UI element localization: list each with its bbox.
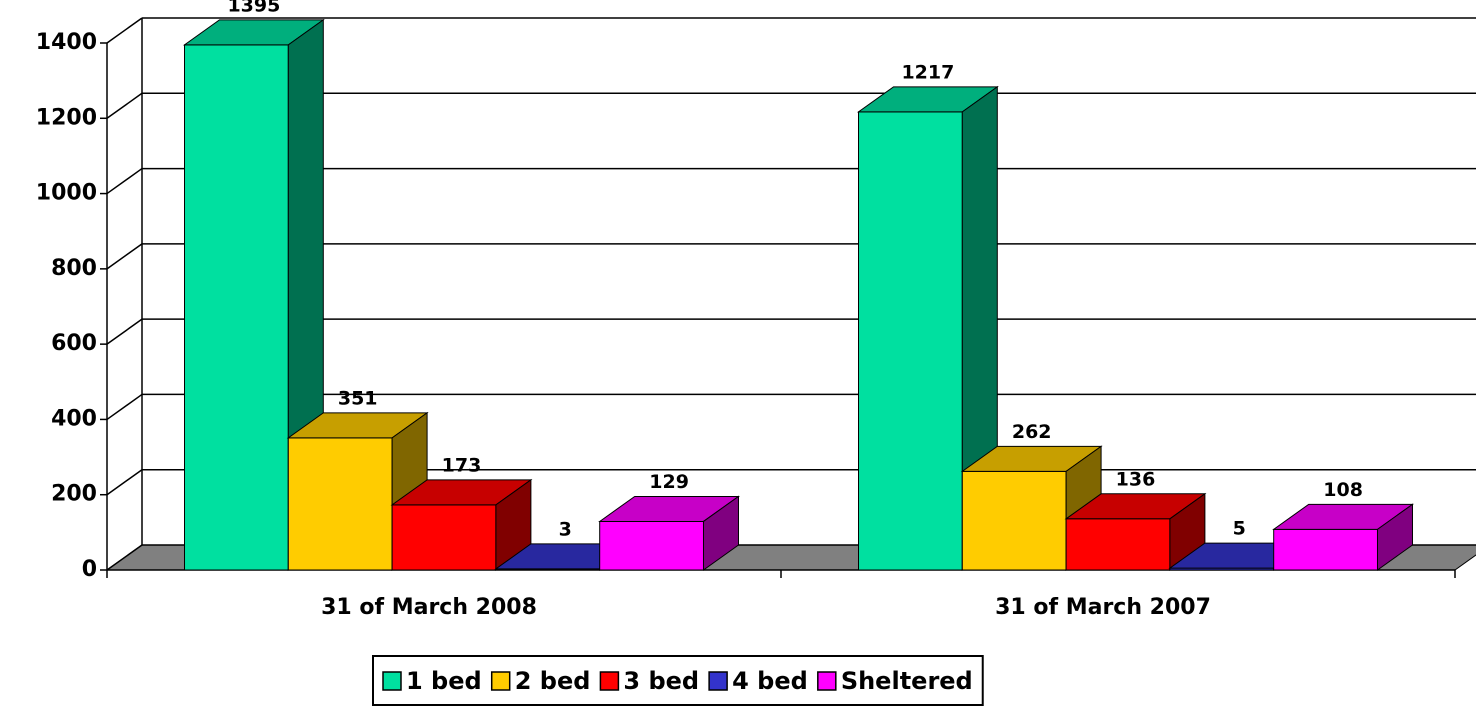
grid-line-side (106, 243, 143, 270)
legend-swatch (708, 671, 728, 691)
data-label: 1217 (901, 61, 954, 83)
legend-swatch (382, 671, 402, 691)
legend-label: 4 bed (732, 667, 808, 695)
legend-label: Sheltered (841, 667, 973, 695)
legend-label: 2 bed (515, 667, 591, 695)
legend-label: 1 bed (406, 667, 482, 695)
legend-swatch (817, 671, 837, 691)
y-tick-label: 0 (82, 557, 97, 582)
legend-swatch (490, 671, 511, 691)
grid-line-side (106, 167, 143, 195)
data-label: 129 (649, 471, 689, 493)
grid-line-side (106, 469, 143, 496)
bar (856, 85, 999, 571)
bar-front (858, 111, 963, 571)
bar (1064, 492, 1207, 571)
x-tick-label: 31 of March 2008 (321, 595, 537, 620)
legend-box (372, 655, 984, 706)
data-label: 108 (1323, 479, 1363, 501)
bar-front (599, 520, 704, 571)
bar-side (1376, 503, 1413, 571)
y-tick-label: 1400 (36, 30, 97, 55)
data-label: 136 (1116, 468, 1156, 490)
data-label: 351 (338, 387, 378, 409)
bar-front (1273, 528, 1378, 571)
grid-line-side (106, 318, 143, 345)
bar (1272, 503, 1415, 571)
y-tick-label: 600 (51, 331, 97, 356)
grid-line-side (106, 17, 143, 44)
bar-front (1065, 518, 1171, 571)
y-tick-label: 1200 (36, 105, 97, 130)
data-label: 173 (442, 454, 482, 476)
y-tick-label: 800 (51, 256, 97, 281)
bar-front (961, 470, 1067, 571)
y-tick-label: 400 (51, 406, 97, 431)
grid-line-side (106, 92, 143, 119)
bar (390, 478, 533, 571)
x-tick-label: 31 of March 2007 (995, 595, 1211, 620)
y-tick-label: 200 (51, 482, 97, 507)
grid-line-side (106, 393, 143, 421)
legend-label: 3 bed (623, 667, 699, 695)
bar (286, 411, 429, 571)
bar (598, 495, 741, 571)
bar-front (391, 504, 497, 571)
y-tick-label: 1000 (36, 181, 97, 206)
bar-front (184, 44, 289, 571)
grid-line-side (106, 544, 143, 571)
data-label: 262 (1012, 421, 1052, 443)
bar-side (702, 495, 739, 571)
bar-front (287, 437, 393, 571)
data-label: 5 (1233, 518, 1246, 540)
legend-swatch (599, 671, 620, 691)
data-label: 3 (559, 518, 572, 540)
legend: 1 bed 2 bed 3 bed 4 bed Sheltered (372, 655, 984, 706)
data-label: 1395 (227, 0, 280, 16)
